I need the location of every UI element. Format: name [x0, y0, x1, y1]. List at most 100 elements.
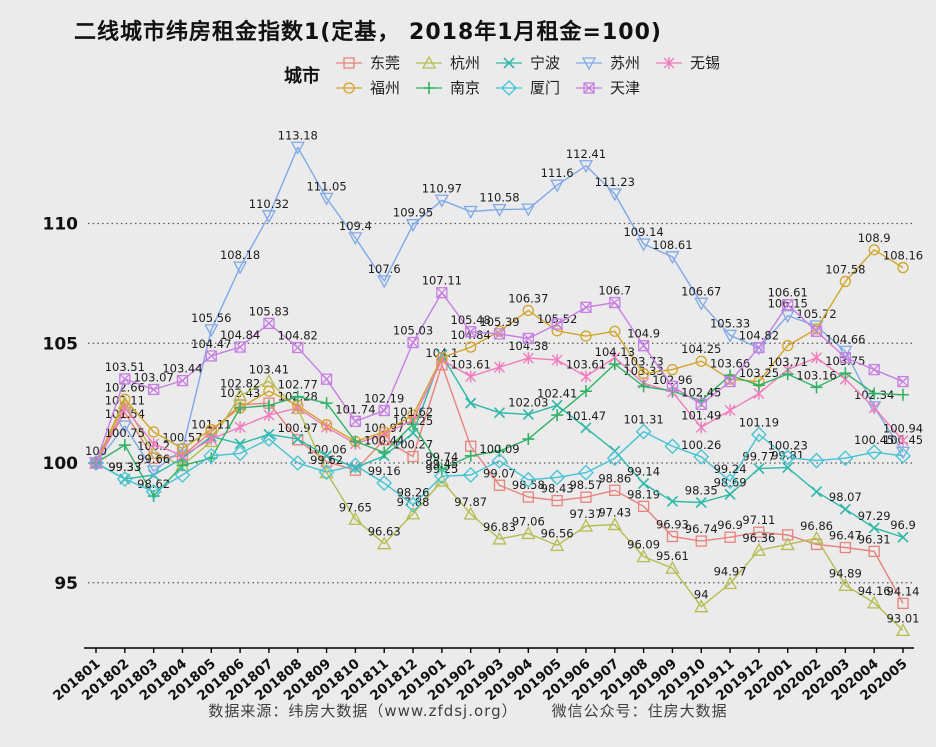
point-label: 105.56: [191, 311, 231, 325]
series-苏州: 100101.5499.66100.57105.56108.18110.3211…: [85, 128, 923, 479]
point-label: 106.37: [508, 291, 548, 305]
point-label: 103.07: [134, 370, 174, 384]
point-label: 100.75: [105, 426, 145, 440]
point-label: 104.84: [451, 328, 491, 342]
point-label: 98.58: [512, 478, 545, 492]
point-label: 108.9: [858, 231, 891, 245]
point-label: 107.11: [422, 274, 462, 288]
legend-item-label: 杭州: [450, 54, 481, 72]
point-label: 103.16: [796, 368, 836, 382]
point-label: 99.66: [137, 452, 170, 466]
point-label: 103.51: [105, 360, 145, 374]
point-label: 98.07: [829, 490, 862, 504]
point-label: 98.43: [541, 482, 574, 496]
point-label: 99.33: [108, 460, 141, 474]
point-label: 109.4: [339, 219, 372, 233]
point-label: 110.32: [249, 197, 289, 211]
point-label: 99.16: [368, 464, 401, 478]
point-label: 94.16: [858, 584, 891, 598]
point-label: 100.09: [479, 442, 519, 456]
y-tick-label-95: 95: [54, 574, 78, 594]
point-label: 97.37: [569, 507, 602, 521]
point-label: 100.57: [162, 430, 202, 444]
point-label: 105.48: [451, 313, 491, 327]
point-label: 109.14: [623, 225, 663, 239]
point-label: 100.45: [854, 433, 894, 447]
point-label: 104.82: [739, 329, 779, 343]
point-label: 112.41: [566, 147, 606, 161]
legend-rows: 东莞 杭州 宁波 苏州 无锡福州 南京 厦门 天津: [334, 52, 734, 98]
legend-item-label: 南京: [450, 79, 481, 97]
legend-item-厦门: 厦门: [494, 77, 574, 98]
point-label: 108.61: [652, 238, 692, 252]
point-label: 104.13: [595, 345, 635, 359]
circle-marker-icon: [336, 81, 362, 94]
point-label: 96.47: [829, 529, 862, 543]
point-label: 97.06: [512, 514, 545, 528]
legend-item-label: 宁波: [530, 54, 561, 72]
point-label: 104.47: [191, 337, 231, 351]
point-label: 100.97: [278, 421, 318, 435]
point-label: 96.09: [627, 538, 660, 552]
legend-title: 城市: [284, 66, 320, 87]
point-label: 96.86: [800, 519, 833, 533]
point-label: 101.31: [623, 413, 663, 427]
square-x-marker-icon: [576, 81, 602, 94]
point-label: 98.86: [598, 471, 631, 485]
series-厦门: 99.33 99.62 99.16 98.26 99.45 100.09 101.31 100…: [88, 413, 911, 513]
legend-item-label: 苏州: [610, 54, 641, 72]
point-label: 97.43: [598, 506, 631, 520]
point-label: 105.72: [796, 307, 836, 321]
point-label: 106.7: [598, 284, 631, 298]
legend-item-label: 无锡: [690, 54, 721, 72]
point-label: 100.06: [306, 443, 346, 457]
point-label: 111.6: [541, 166, 574, 180]
point-label: 107.6: [368, 262, 401, 276]
legend-item-label: 天津: [610, 79, 641, 97]
point-label: 100.26: [681, 438, 721, 452]
point-label: 99.14: [627, 465, 660, 479]
legend-item-label: 东莞: [370, 54, 401, 72]
point-label: 96.31: [858, 532, 891, 546]
point-label: 100.97: [364, 421, 404, 435]
point-label: 100.94: [883, 421, 923, 435]
footer-source: 数据来源：纬房大数据（www.zfdsj.org）: [208, 702, 518, 720]
point-label: 96.63: [368, 525, 401, 539]
series-line-杭州: [95, 380, 904, 631]
y-tick-label-110: 110: [43, 215, 79, 235]
legend-item-无锡: 无锡: [654, 52, 734, 73]
legend-item-天津: 天津: [574, 77, 654, 98]
footer: 数据来源：纬房大数据（www.zfdsj.org） 微信公众号：住房大数据: [0, 700, 936, 721]
legend-row-1: 东莞 杭州 宁波 苏州 无锡: [334, 52, 734, 73]
point-label: 93.01: [887, 611, 920, 625]
point-label: 103.41: [249, 362, 289, 376]
point-label: 96.56: [541, 526, 574, 540]
point-label: 97.29: [858, 509, 891, 523]
series-南京: 100.7598.62102.77100.44101.6299.74104.13…: [90, 345, 909, 503]
point-label: 108.16: [883, 249, 923, 263]
series-line-厦门: [95, 430, 904, 506]
point-label: 103.25: [739, 366, 779, 380]
point-label: 109.95: [393, 206, 433, 220]
series-天津: 103.51103.07103.44104.47104.84105.83104.…: [90, 274, 909, 469]
point-label: 111.05: [306, 179, 346, 193]
point-label: 99.74: [425, 450, 458, 464]
series-东莞: 102.11100.2102.43100.97100.06100.97100.2…: [90, 346, 919, 609]
point-label: 108.18: [220, 248, 260, 262]
point-label: 106.61: [768, 286, 808, 300]
point-label: 103.66: [710, 356, 750, 370]
point-label: 96.9: [890, 518, 916, 532]
point-label: 110.97: [422, 181, 462, 195]
square-marker-icon: [336, 56, 362, 69]
point-label: 94: [694, 588, 709, 602]
chart-title: 二线城市纬房租金指数1(定基， 2018年1月租金=100): [74, 20, 662, 45]
legend-item-label: 福州: [370, 79, 401, 97]
point-label: 98.35: [685, 484, 718, 498]
point-label: 101.62: [393, 405, 433, 419]
point-label: 102.41: [537, 386, 577, 400]
point-label: 105.33: [710, 316, 750, 330]
point-label: 110.58: [479, 191, 519, 205]
legend-item-宁波: 宁波: [494, 52, 574, 73]
legend: 城市 东莞 杭州 宁波 苏州 无锡福州 南京 厦门 天津: [284, 52, 734, 98]
